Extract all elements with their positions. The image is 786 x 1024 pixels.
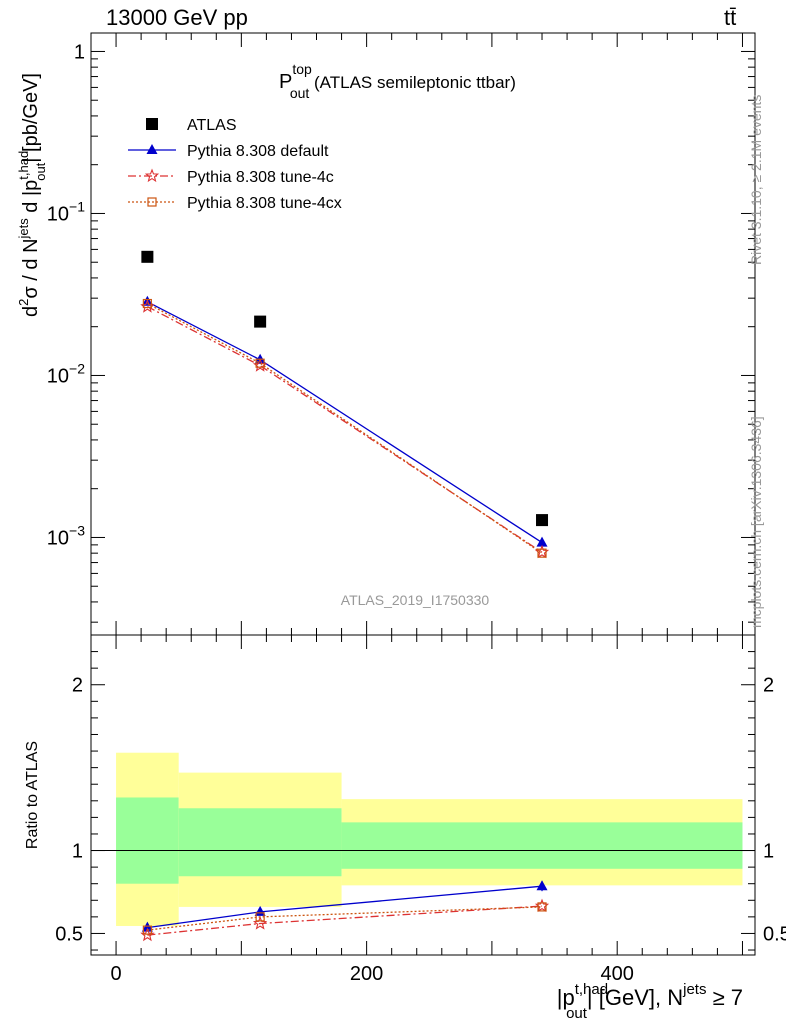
- analysis-watermark: ATLAS_2019_I1750330: [341, 592, 490, 608]
- x-tick-label-200: 200: [350, 963, 383, 985]
- legend-atlas-label: ATLAS: [187, 117, 237, 134]
- ratio-pythia-8-308-tune-4cx-point-0: [142, 925, 152, 935]
- legend-pythia-8-308-default-marker: [146, 144, 158, 154]
- main-y-axis-label: d2σ / d Njets d |pt,had out| [pb/GeV]: [16, 73, 48, 317]
- main-pythia-8-308-tune-4c-line: [147, 306, 543, 553]
- legend-pythia-8-308-tune-4c-marker: [144, 168, 160, 183]
- ratio-y-axis-label: Ratio to ATLAS: [24, 741, 41, 849]
- uncertainty-band-inner-2: [341, 822, 743, 869]
- ratio-tick-label-right-1: 1: [763, 841, 774, 863]
- y-tick-label-3: 10−3: [47, 522, 85, 549]
- plot-title: Ptop out (ATLAS semileptonic ttbar): [279, 61, 516, 101]
- ratio-pythia-8-308-tune-4cx-point-2: [537, 902, 547, 912]
- ratio-tick-label-left-0.5: 0.5: [55, 923, 83, 945]
- uncertainty-band-inner-0: [116, 797, 179, 884]
- main-pythia-8-308-tune-4cx-point-0: [142, 298, 152, 309]
- header-energy: 13000 GeV pp: [106, 5, 248, 30]
- legend-pythia-8-308-default-label: Pythia 8.308 default: [187, 143, 329, 160]
- mcplots-reference-label: mcplots.cern.ch [arXiv:1306.3436]: [748, 416, 764, 628]
- ratio-pythia-8-308-tune-4c-line: [147, 905, 543, 936]
- main-pythia-8-308-default-point-2: [536, 536, 548, 547]
- legend-pythia-8-308-tune-4cx-label: Pythia 8.308 tune-4cx: [187, 195, 342, 212]
- ratio-pythia-8-308-tune-4cx-line: [147, 906, 543, 931]
- main-pythia-8-308-tune-4cx-point-1: [255, 358, 265, 368]
- legend-pythia-8-308-tune-4cx-marker: [147, 197, 157, 207]
- main-atlas-point-2: [536, 514, 549, 527]
- y-tick-label-2: 10−2: [47, 360, 85, 387]
- rivet-version-label: Rivet 3.1.10, ≥ 2.1M events: [748, 95, 764, 265]
- main-atlas-point-1: [254, 315, 267, 328]
- ratio-tick-label-right-2: 2: [763, 675, 774, 697]
- ratio-pythia-8-308-tune-4cx-point-1: [255, 912, 265, 922]
- ratio-pythia-8-308-tune-4c-point-1: [252, 916, 268, 930]
- main-pythia-8-308-tune-4cx-line: [147, 302, 543, 554]
- header-process: tt̄: [724, 5, 737, 30]
- ratio-frame: [90, 634, 756, 956]
- x-tick-label-0: 0: [110, 963, 121, 985]
- y-tick-label-1: 10−1: [47, 198, 85, 225]
- legend-pythia-8-308-tune-4c-label: Pythia 8.308 tune-4c: [187, 169, 334, 186]
- x-tick-label-400: 400: [601, 963, 634, 985]
- x-axis-label: |pt,had out| [GeV], Njets ≥ 7: [557, 981, 743, 1022]
- main-pythia-8-308-tune-4cx-point-2: [537, 548, 547, 558]
- ratio-tick-label-left-1: 1: [72, 841, 83, 863]
- ratio-tick-label-left-2: 2: [72, 675, 83, 697]
- main-atlas-point-0: [141, 250, 154, 263]
- ratio-pythia-8-308-default-point-2: [536, 880, 548, 891]
- uncertainty-band-inner-1: [178, 808, 342, 877]
- legend-atlas-marker: [146, 118, 158, 130]
- y-tick-label-0: 1: [74, 41, 85, 63]
- ratio-tick-label-right-0.5: 0.5: [763, 923, 786, 945]
